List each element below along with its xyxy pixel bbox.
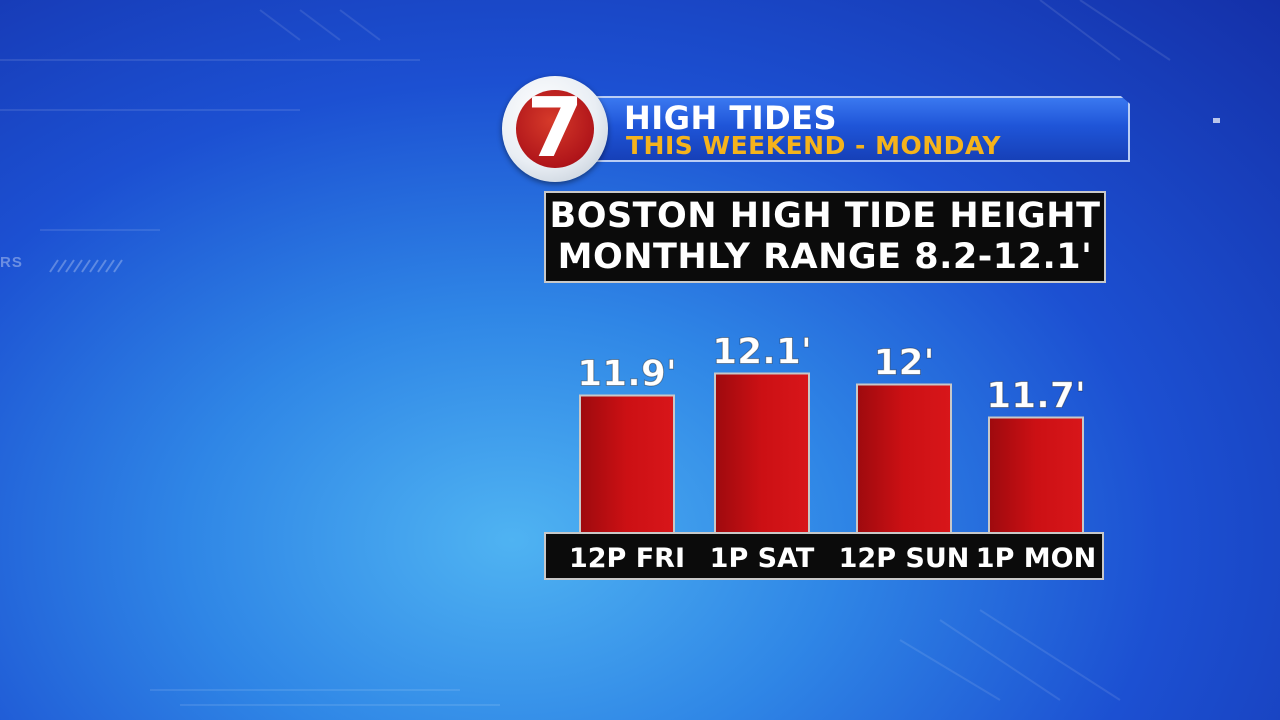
station-logo: 7 bbox=[502, 76, 608, 182]
bar-3 bbox=[856, 383, 952, 534]
background-text: RS bbox=[0, 254, 23, 271]
bar-4 bbox=[988, 416, 1084, 534]
chart-title: BOSTON HIGH TIDE HEIGHT bbox=[549, 196, 1101, 236]
logo-number: 7 bbox=[526, 90, 584, 168]
header-title: HIGH TIDES bbox=[624, 99, 838, 137]
bar-2 bbox=[714, 372, 810, 534]
data-label-3: 12' bbox=[873, 343, 934, 384]
x-tick-label-3: 12P SUN bbox=[839, 543, 970, 574]
data-label-1: 11.9' bbox=[577, 354, 677, 395]
data-label-4: 11.7' bbox=[986, 376, 1086, 417]
chart-title-box: BOSTON HIGH TIDE HEIGHT MONTHLY RANGE 8.… bbox=[544, 191, 1106, 283]
x-axis-strip bbox=[544, 532, 1104, 580]
chart-subtitle: MONTHLY RANGE 8.2-12.1' bbox=[557, 237, 1093, 277]
x-tick-label-4: 1P MON bbox=[976, 543, 1096, 574]
header-banner bbox=[560, 96, 1130, 162]
x-tick-label-2: 1P SAT bbox=[710, 543, 815, 574]
bar-1 bbox=[579, 394, 675, 534]
x-tick-label-1: 12P FRI bbox=[569, 543, 685, 574]
header-subtitle: THIS WEEKEND - MONDAY bbox=[626, 131, 1001, 160]
logo-badge: 7 bbox=[516, 90, 594, 168]
data-label-2: 12.1' bbox=[712, 332, 812, 373]
